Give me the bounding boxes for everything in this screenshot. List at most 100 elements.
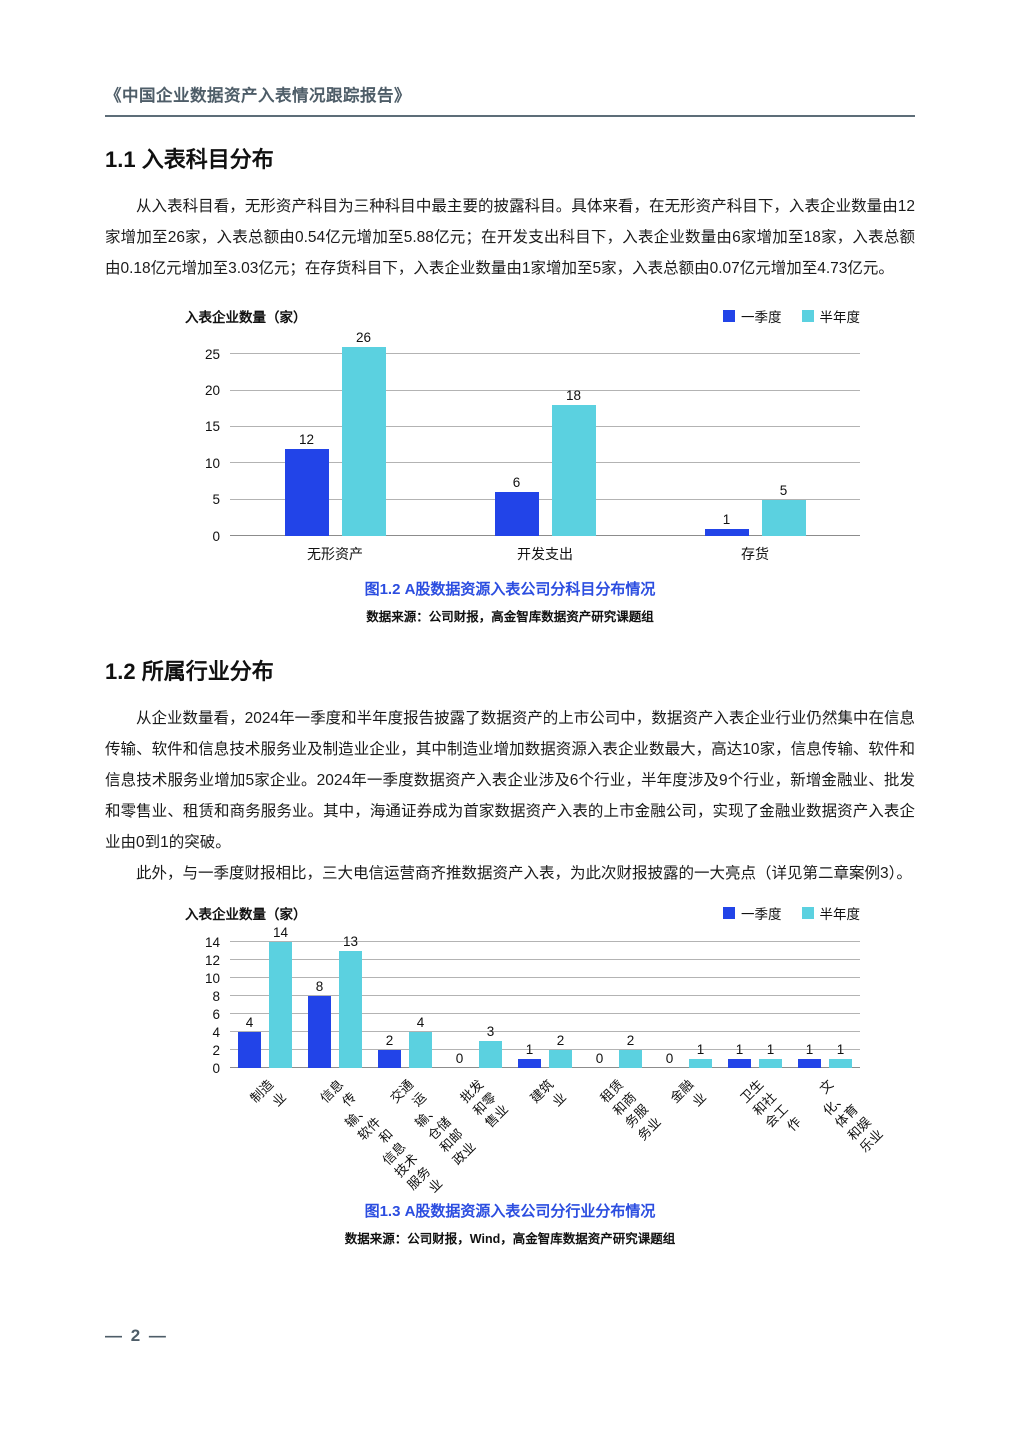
bar-group: 8 13 (300, 933, 370, 1068)
y-tick-label: 10 (204, 455, 220, 471)
x-category-label: 金融业 (667, 1076, 709, 1109)
y-axis-title: 入表企业数量（家） (185, 310, 307, 325)
bar-value-label: 26 (355, 329, 372, 345)
bar-value-label: 2 (556, 1033, 565, 1048)
bar-value-label: 1 (836, 1042, 845, 1057)
section-heading-1-1: 1.1 入表科目分布 (105, 147, 274, 172)
y-tick-label: 8 (212, 988, 220, 1004)
bar-value-label: 4 (416, 1015, 425, 1030)
x-category-label: 建筑业 (527, 1076, 569, 1109)
y-tick-label: 4 (212, 1024, 220, 1040)
legend-label: 一季度 (741, 907, 782, 922)
legend-label: 半年度 (819, 907, 861, 922)
bar-series-1: 2 (619, 1033, 642, 1068)
gridline (230, 941, 860, 942)
bar-series-1: 4 (409, 1015, 432, 1068)
bar-series-1: 1 (759, 1042, 782, 1068)
bar-series-1: 1 (829, 1042, 852, 1068)
legend-label: 一季度 (741, 310, 782, 325)
section-heading-1-2: 1.2 所属行业分布 (105, 659, 274, 684)
y-tick-label: 12 (204, 952, 220, 968)
bar-value-label: 1 (805, 1042, 814, 1057)
x-axis-labels: 无形资产 开发支出 存货 (230, 536, 860, 564)
figure-source: 数据来源：公司财报，高金智库数据资产研究课题组 (366, 610, 654, 624)
plot-area: 0 5 10 15 20 25 12 26 6 18 1 5 (205, 330, 860, 542)
bar-group: 6 18 (440, 336, 650, 536)
gridline (230, 959, 860, 960)
y-tick-label: 20 (204, 382, 220, 398)
gridline (230, 425, 860, 427)
bar-value-label: 13 (342, 934, 359, 949)
legend-swatch-icon (801, 907, 814, 919)
legend-label: 半年度 (819, 310, 861, 325)
gridline (230, 1049, 860, 1050)
y-tick-label: 5 (212, 491, 220, 507)
y-axis-title: 入表企业数量（家） (185, 907, 307, 922)
bar-series-1: 26 (341, 330, 386, 536)
x-axis-labels: 制造业 信息传输、软件和 信息技术服务业 交通运输、仓储和邮政业 批发和零售业 建筑业租… (230, 1068, 886, 1196)
bar-series-1: 18 (551, 388, 596, 536)
bar-series-1: 5 (761, 483, 806, 536)
x-category: 信息传输、软件和 信息技术服务业 (300, 1068, 445, 1196)
bar-series-1: 13 (339, 934, 362, 1068)
page-header: 《中国企业数据资产入表情况跟踪报告》 (105, 82, 915, 117)
bar-value-label: 1 (735, 1042, 744, 1057)
bar-value-label: 1 (722, 511, 731, 527)
y-tick-label: 10 (204, 970, 220, 986)
figure-caption: 图1.2 A股数据资源入表公司分科目分布情况 (364, 581, 656, 598)
bar-series-0: 8 (308, 979, 331, 1068)
x-category: 无形资产 (230, 536, 440, 564)
legend-swatch-icon (723, 907, 735, 919)
y-tick-label: 14 (204, 934, 220, 950)
bar-value-label: 0 (455, 1051, 464, 1066)
bar-series-1: 1 (689, 1042, 712, 1068)
bar-series-0: 12 (284, 432, 329, 536)
gridline (230, 389, 860, 391)
section-1-2-paragraph-2: 此外，与一季度财报相比，三大电信运营商齐推数据资产入表，为此次财报披露的一大亮点… (136, 865, 912, 882)
x-category: 存货 (650, 536, 860, 564)
bar-series-0: 1 (798, 1042, 821, 1068)
legend: 一季度 半年度 (723, 306, 860, 326)
x-category-label: 制造业 (247, 1076, 289, 1109)
figure-1-2-subject-bar-chart: 入表企业数量（家） 一季度 半年度 0 5 10 15 20 25 12 26 6 18 1 5 无形资… (185, 306, 860, 625)
bar-series-1: 2 (549, 1033, 572, 1068)
figure-caption-block: 图1.2 A股数据资源入表公司分科目分布情况 数据来源：公司财报，高金智库数据资… (105, 578, 915, 625)
y-tick-label: 15 (204, 419, 220, 435)
x-category: 卫生和社会工作 (720, 1068, 803, 1190)
figure-source: 数据来源：公司财报，Wind，高金智库数据资产研究课题组 (344, 1232, 676, 1246)
gridline (230, 995, 860, 996)
y-tick-label: 6 (212, 1006, 220, 1022)
page-number: — 2 — (105, 1326, 168, 1345)
legend-item-series-0: 一季度 (723, 306, 782, 326)
bar-series-0: 6 (494, 475, 539, 536)
bar-groups: 4 14 8 13 2 4 0 3 1 2 0 2 0 1 1 1 1 1 (230, 925, 860, 1068)
x-category: 交通运输、仓储和邮政业 (370, 1068, 478, 1190)
gridline (230, 1013, 860, 1014)
bar-value-label: 1 (525, 1042, 534, 1057)
x-category: 金融业 (650, 1068, 720, 1190)
y-tick-label: 2 (212, 1042, 220, 1058)
figure-caption-block: 图1.3 A股数据资源入表公司分行业分布情况 数据来源：公司财报，Wind，高金… (105, 1200, 915, 1247)
bar-value-label: 4 (245, 1015, 254, 1030)
x-category-label: 存货 (741, 546, 769, 562)
bar-series-0: 2 (378, 1033, 401, 1068)
gridline (230, 498, 860, 500)
chart-topbar: 入表企业数量（家） 一季度 半年度 (185, 306, 860, 326)
bar-value-label: 2 (626, 1033, 635, 1048)
legend-item-series-1: 半年度 (801, 306, 861, 326)
figure-caption: 图1.3 A股数据资源入表公司分行业分布情况 (364, 1203, 656, 1220)
x-category: 批发和零售业 (440, 1068, 511, 1190)
bar-series-0: 1 (518, 1042, 541, 1068)
legend-swatch-icon (801, 310, 814, 322)
bar-value-label: 14 (272, 925, 289, 940)
bar-value-label: 6 (512, 475, 521, 491)
x-category-label: 无形资产 (307, 546, 363, 562)
